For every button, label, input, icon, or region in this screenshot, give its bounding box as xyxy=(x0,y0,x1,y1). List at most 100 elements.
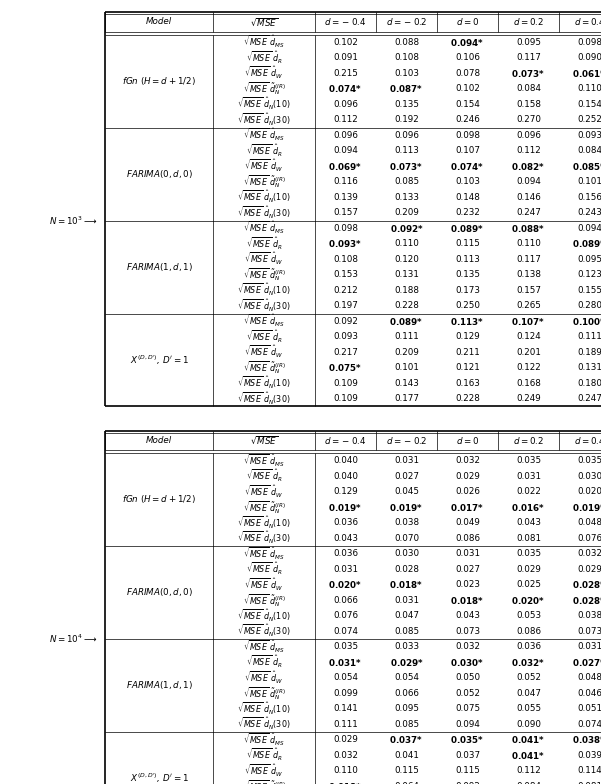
Text: $d=0.4$: $d=0.4$ xyxy=(574,435,601,446)
Text: $\mathbf{0.100}$$\mathbf{*}$: $\mathbf{0.100}$$\mathbf{*}$ xyxy=(573,316,601,327)
Text: 0.076: 0.076 xyxy=(333,612,358,620)
Text: $d=0.2$: $d=0.2$ xyxy=(513,16,544,27)
Text: 0.197: 0.197 xyxy=(333,301,358,310)
Text: 0.232: 0.232 xyxy=(455,209,480,217)
Text: $\mathbf{0.030}$$\mathbf{*}$: $\mathbf{0.030}$$\mathbf{*}$ xyxy=(451,657,484,668)
Text: $\mathbf{0.087}$$\mathbf{*}$: $\mathbf{0.087}$$\mathbf{*}$ xyxy=(389,83,424,94)
Text: 0.111: 0.111 xyxy=(333,720,358,729)
Text: 0.113: 0.113 xyxy=(455,255,480,263)
Text: $\mathbf{0.032}$$\mathbf{*}$: $\mathbf{0.032}$$\mathbf{*}$ xyxy=(511,657,546,668)
Text: 0.032: 0.032 xyxy=(455,456,480,465)
Text: $\sqrt{MSE}\;\hat{d}_N(10)$: $\sqrt{MSE}\;\hat{d}_N(10)$ xyxy=(237,96,291,112)
Text: 0.135: 0.135 xyxy=(394,100,419,109)
Text: $\mathbf{0.088}$$\mathbf{*}$: $\mathbf{0.088}$$\mathbf{*}$ xyxy=(511,223,546,234)
Text: 0.154: 0.154 xyxy=(577,100,601,109)
Text: 0.073: 0.073 xyxy=(577,626,601,636)
Text: 0.092: 0.092 xyxy=(333,317,358,325)
Text: $\mathbf{0.028}$$\mathbf{*}$: $\mathbf{0.028}$$\mathbf{*}$ xyxy=(573,595,601,606)
Text: 0.086: 0.086 xyxy=(455,534,480,543)
Text: $\mathbf{0.029}$$\mathbf{*}$: $\mathbf{0.029}$$\mathbf{*}$ xyxy=(389,657,423,668)
Text: 0.030: 0.030 xyxy=(394,550,419,558)
Text: $X^{(D,D')}$, $D'=1$: $X^{(D,D')}$, $D'=1$ xyxy=(130,771,189,784)
Text: $\sqrt{MSE}\;\tilde{d}_N^{(IR)}$: $\sqrt{MSE}\;\tilde{d}_N^{(IR)}$ xyxy=(243,684,285,702)
Text: 0.209: 0.209 xyxy=(394,209,419,217)
Text: 0.052: 0.052 xyxy=(516,673,541,682)
Text: fGn $(H = d+1/2)$: fGn $(H = d+1/2)$ xyxy=(122,75,196,87)
Text: 0.027: 0.027 xyxy=(455,564,480,574)
Text: 0.043: 0.043 xyxy=(455,612,480,620)
Text: 0.025: 0.025 xyxy=(516,580,541,590)
Text: 0.096: 0.096 xyxy=(394,131,419,140)
Text: $\sqrt{MSE}\;\hat{d}_{W}$: $\sqrt{MSE}\;\hat{d}_{W}$ xyxy=(245,65,284,82)
Text: 0.027: 0.027 xyxy=(394,472,419,481)
Text: $\sqrt{MSE}\;\hat{d}_{R}$: $\sqrt{MSE}\;\hat{d}_{R}$ xyxy=(246,654,282,670)
Text: 0.114: 0.114 xyxy=(577,766,601,775)
Text: 0.115: 0.115 xyxy=(455,239,480,249)
Text: $\mathbf{0.027}$$\mathbf{*}$: $\mathbf{0.027}$$\mathbf{*}$ xyxy=(573,657,601,668)
Text: $\sqrt{MSE}\;\hat{d}_{W}$: $\sqrt{MSE}\;\hat{d}_{W}$ xyxy=(245,763,284,779)
Text: $\sqrt{MSE}\;\hat{d}_{W}$: $\sqrt{MSE}\;\hat{d}_{W}$ xyxy=(245,158,284,174)
Text: $\mathbf{0.069}$$\mathbf{*}$: $\mathbf{0.069}$$\mathbf{*}$ xyxy=(329,161,362,172)
Text: 0.028: 0.028 xyxy=(394,564,419,574)
Text: Model: Model xyxy=(146,436,172,445)
Text: fGn $(H = d+1/2)$: fGn $(H = d+1/2)$ xyxy=(122,493,196,506)
Text: 0.247: 0.247 xyxy=(577,394,601,403)
Text: $\sqrt{MSE}\;\hat{d}_{MS}$: $\sqrt{MSE}\;\hat{d}_{MS}$ xyxy=(243,127,285,143)
Text: 0.102: 0.102 xyxy=(333,38,358,47)
Text: 0.023: 0.023 xyxy=(455,580,480,590)
Text: $\sqrt{MSE}\;\hat{d}_{W}$: $\sqrt{MSE}\;\hat{d}_{W}$ xyxy=(245,344,284,361)
Text: 0.108: 0.108 xyxy=(333,255,358,263)
Text: $\mathbf{0.107}$$\mathbf{*}$: $\mathbf{0.107}$$\mathbf{*}$ xyxy=(511,316,546,327)
Text: $\sqrt{MSE}\;\hat{d}_N(10)$: $\sqrt{MSE}\;\hat{d}_N(10)$ xyxy=(237,515,291,531)
Text: 0.110: 0.110 xyxy=(577,84,601,93)
Text: 0.110: 0.110 xyxy=(394,239,419,249)
Text: 0.047: 0.047 xyxy=(394,612,419,620)
Text: 0.090: 0.090 xyxy=(516,720,541,729)
Text: 0.084: 0.084 xyxy=(577,147,601,155)
Text: 0.036: 0.036 xyxy=(333,550,358,558)
Text: 0.249: 0.249 xyxy=(516,394,541,403)
Text: $\mathbf{0.093}$$\mathbf{*}$: $\mathbf{0.093}$$\mathbf{*}$ xyxy=(329,238,362,249)
Text: $N = 10^3$$\longrightarrow$: $N = 10^3$$\longrightarrow$ xyxy=(49,214,97,227)
Text: 0.110: 0.110 xyxy=(516,239,541,249)
Text: $d=0.2$: $d=0.2$ xyxy=(513,435,544,446)
Text: 0.022: 0.022 xyxy=(516,487,541,496)
Text: 0.054: 0.054 xyxy=(333,673,358,682)
Text: $\sqrt{MSE}\;\hat{d}_N(30)$: $\sqrt{MSE}\;\hat{d}_N(30)$ xyxy=(237,717,291,732)
Text: $\mathbf{0.089}$$\mathbf{*}$: $\mathbf{0.089}$$\mathbf{*}$ xyxy=(389,316,424,327)
Text: 0.038: 0.038 xyxy=(577,612,601,620)
Text: 0.111: 0.111 xyxy=(394,332,419,341)
Text: 0.188: 0.188 xyxy=(394,285,419,295)
Text: $d=0$: $d=0$ xyxy=(456,16,479,27)
Text: $\sqrt{MSE}\;\hat{d}_N(30)$: $\sqrt{MSE}\;\hat{d}_N(30)$ xyxy=(237,112,291,128)
Text: 0.138: 0.138 xyxy=(516,270,541,279)
Text: 0.032: 0.032 xyxy=(333,751,358,760)
Text: 0.088: 0.088 xyxy=(394,38,419,47)
Text: 0.106: 0.106 xyxy=(455,53,480,62)
Text: 0.228: 0.228 xyxy=(394,301,419,310)
Text: 0.094: 0.094 xyxy=(577,223,601,233)
Text: 0.280: 0.280 xyxy=(577,301,601,310)
Text: $\sqrt{MSE}$: $\sqrt{MSE}$ xyxy=(250,16,278,27)
Text: $\mathbf{0.017}$$\mathbf{*}$: $\mathbf{0.017}$$\mathbf{*}$ xyxy=(451,502,484,513)
Text: 0.099: 0.099 xyxy=(333,689,358,698)
Text: 0.117: 0.117 xyxy=(516,255,541,263)
Text: $\mathbf{0.074}$$\mathbf{*}$: $\mathbf{0.074}$$\mathbf{*}$ xyxy=(329,83,362,94)
Text: 0.048: 0.048 xyxy=(577,518,601,528)
Text: $\mathbf{0.073}$$\mathbf{*}$: $\mathbf{0.073}$$\mathbf{*}$ xyxy=(511,67,546,78)
Text: $\mathbf{0.089}$$\mathbf{*}$: $\mathbf{0.089}$$\mathbf{*}$ xyxy=(451,223,484,234)
Text: $\sqrt{MSE}\;\hat{d}_N(30)$: $\sqrt{MSE}\;\hat{d}_N(30)$ xyxy=(237,530,291,546)
Text: 0.066: 0.066 xyxy=(394,689,419,698)
Text: $\sqrt{MSE}\;\hat{d}_{MS}$: $\sqrt{MSE}\;\hat{d}_{MS}$ xyxy=(243,220,285,236)
Text: $\sqrt{MSE}\;\hat{d}_N(30)$: $\sqrt{MSE}\;\hat{d}_N(30)$ xyxy=(237,298,291,314)
Text: 0.066: 0.066 xyxy=(333,596,358,604)
Text: 0.031: 0.031 xyxy=(394,456,419,465)
Text: $\mathbf{0.020}$$\mathbf{*}$: $\mathbf{0.020}$$\mathbf{*}$ xyxy=(329,579,362,590)
Text: 0.049: 0.049 xyxy=(455,518,480,528)
Text: 0.040: 0.040 xyxy=(333,472,358,481)
Text: 0.070: 0.070 xyxy=(394,534,419,543)
Text: 0.155: 0.155 xyxy=(577,285,601,295)
Text: $\mathbf{0.018}$$\mathbf{*}$: $\mathbf{0.018}$$\mathbf{*}$ xyxy=(329,781,362,784)
Text: 0.053: 0.053 xyxy=(516,612,541,620)
Text: $\mathbf{0.031}$$\mathbf{*}$: $\mathbf{0.031}$$\mathbf{*}$ xyxy=(329,657,362,668)
